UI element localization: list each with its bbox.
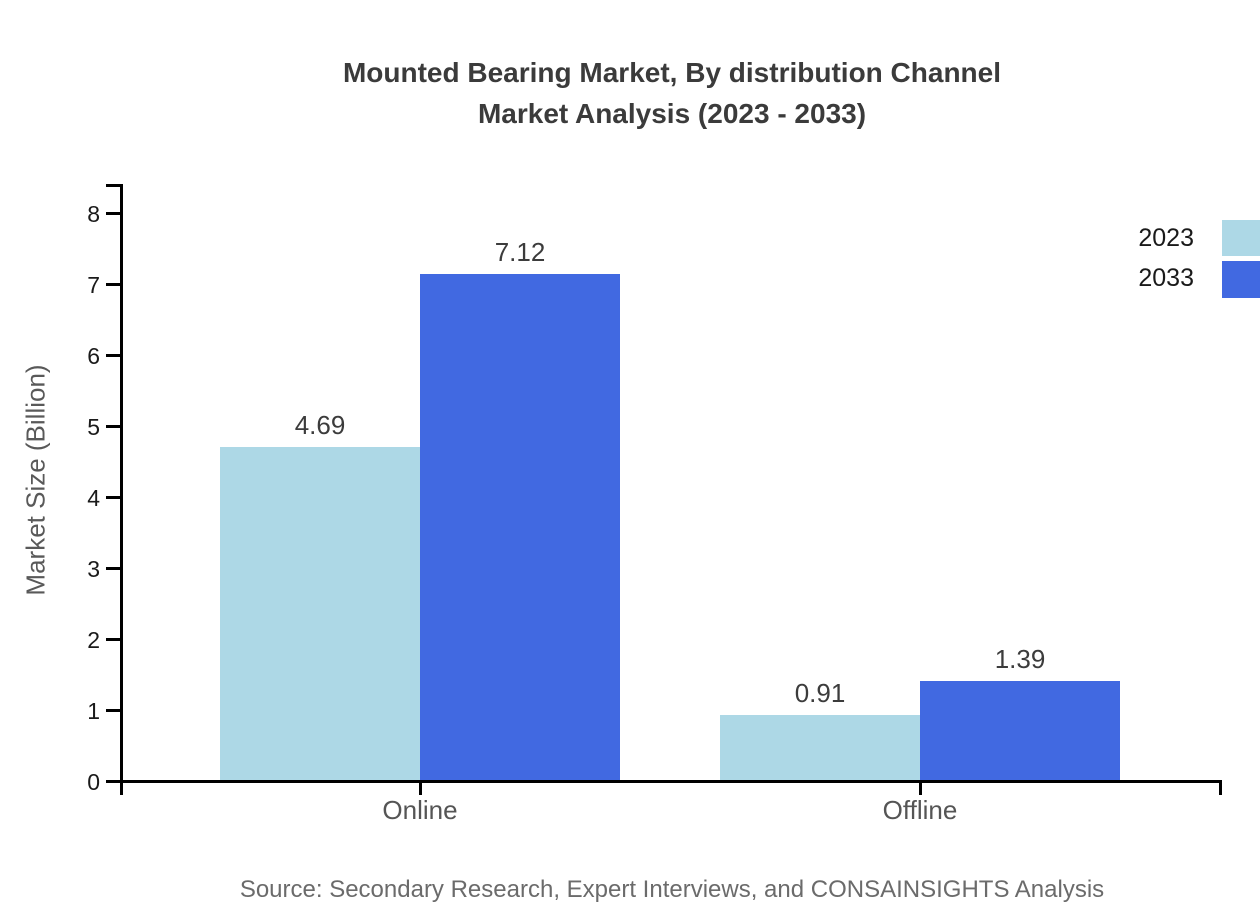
value-label-2033-offline: 1.39 bbox=[994, 644, 1046, 674]
y-tick-label: 0 bbox=[87, 769, 100, 795]
y-tick-label: 1 bbox=[87, 698, 100, 724]
bar-2023-online bbox=[220, 447, 420, 780]
x-tick bbox=[419, 780, 422, 795]
y-tick bbox=[106, 212, 120, 215]
y-tick bbox=[106, 496, 120, 499]
y-tick bbox=[106, 638, 120, 641]
legend-label-2033: 2033 bbox=[1138, 264, 1194, 292]
bar-2033-offline bbox=[920, 681, 1120, 780]
bar-2033-online bbox=[420, 274, 620, 780]
legend-swatch-2033 bbox=[1222, 261, 1260, 298]
y-tick bbox=[106, 567, 120, 570]
bar-2023-offline bbox=[720, 715, 920, 780]
y-tick-label: 4 bbox=[87, 485, 100, 511]
y-tick-label: 3 bbox=[87, 556, 100, 582]
y-tick bbox=[106, 283, 120, 286]
x-axis-end-tick bbox=[1219, 780, 1222, 795]
y-tick-label: 5 bbox=[87, 414, 100, 440]
y-tick-label: 2 bbox=[87, 627, 100, 653]
y-tick bbox=[106, 780, 120, 783]
y-axis-end-tick bbox=[106, 184, 120, 187]
y-tick-label: 7 bbox=[87, 272, 100, 298]
legend-swatch-2023 bbox=[1222, 220, 1260, 256]
value-label-2023-offline: 0.91 bbox=[794, 678, 846, 708]
y-tick bbox=[106, 709, 120, 712]
x-tick bbox=[919, 780, 922, 795]
chart-title-line1: Mounted Bearing Market, By distribution … bbox=[342, 57, 1002, 88]
y-tick bbox=[106, 425, 120, 428]
value-label-2033-online: 7.12 bbox=[494, 237, 546, 267]
y-tick bbox=[106, 354, 120, 357]
value-label-2023-online: 4.69 bbox=[294, 410, 346, 440]
chart-title-line2: Market Analysis (2023 - 2033) bbox=[477, 98, 867, 129]
source-text: Source: Secondary Research, Expert Inter… bbox=[239, 876, 1105, 903]
y-tick-label: 6 bbox=[87, 343, 100, 369]
legend-label-2023: 2023 bbox=[1138, 224, 1194, 252]
y-axis-spine bbox=[120, 184, 123, 795]
y-tick-label: 8 bbox=[87, 201, 100, 227]
chart-title: Mounted Bearing Market, By distribution … bbox=[84, 52, 1260, 134]
category-label-online: Online bbox=[382, 795, 458, 825]
category-label-offline: Offline bbox=[882, 795, 958, 825]
x-axis-spine bbox=[106, 780, 1222, 783]
